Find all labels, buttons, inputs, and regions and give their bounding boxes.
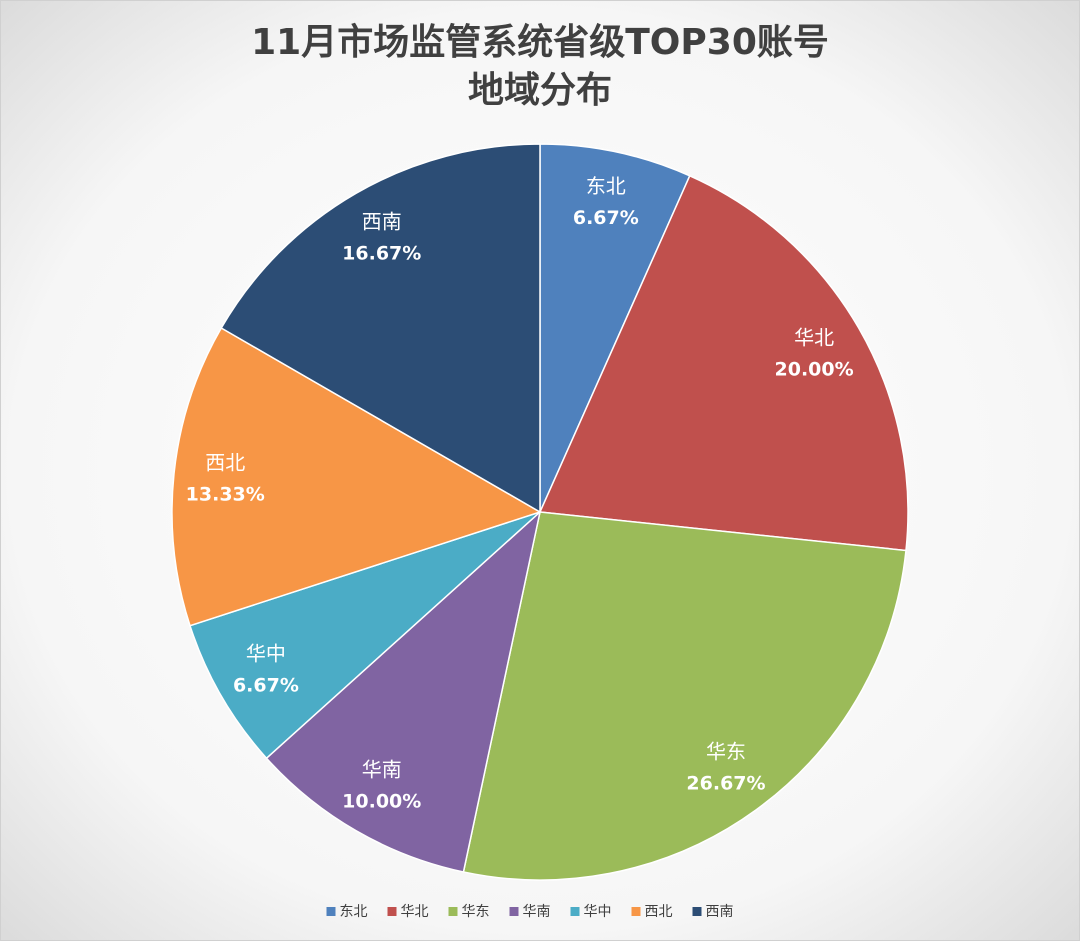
slice-value-label: 16.67%	[342, 242, 421, 264]
legend-swatch	[387, 907, 397, 916]
slice-label: 西北	[205, 450, 245, 474]
pie-slice	[171, 327, 542, 627]
slice-value-label: 6.67%	[573, 207, 639, 229]
legend-label: 西南	[706, 904, 734, 920]
slice-label: 华北	[794, 325, 834, 349]
legend-swatch	[570, 907, 580, 916]
chart-title: 地域分布	[468, 70, 612, 111]
legend-swatch	[326, 907, 336, 916]
pie-slice	[265, 509, 542, 873]
legend-label: 华北	[401, 904, 429, 920]
slice-label: 华东	[706, 740, 746, 764]
slice-label: 华中	[246, 642, 286, 666]
legend-label: 华中	[584, 904, 612, 920]
chart-title: 11月市场监管系统省级TOP30账号	[251, 22, 829, 63]
pie-slice	[538, 174, 909, 552]
slice-label: 东北	[586, 174, 626, 198]
slice-value-label: 10.00%	[342, 791, 421, 813]
legend-label: 华南	[523, 904, 551, 920]
slice-label: 华南	[362, 758, 402, 782]
slice-value-label: 20.00%	[775, 358, 854, 380]
legend-label: 东北	[340, 904, 368, 920]
legend-swatch	[631, 907, 641, 916]
legend-swatch	[448, 907, 458, 916]
pie-slice	[220, 143, 541, 514]
pie-slice	[189, 511, 541, 760]
pie-slice	[539, 143, 691, 513]
legend-label: 西北	[645, 904, 673, 920]
slice-value-label: 6.67%	[233, 675, 299, 697]
slice-value-label: 26.67%	[686, 773, 765, 795]
pie-slice	[462, 511, 907, 881]
slice-label: 西南	[362, 209, 402, 233]
legend-label: 华东	[462, 904, 490, 920]
legend-swatch	[692, 907, 702, 916]
slice-value-label: 13.33%	[186, 483, 265, 505]
legend-swatch	[509, 907, 519, 916]
